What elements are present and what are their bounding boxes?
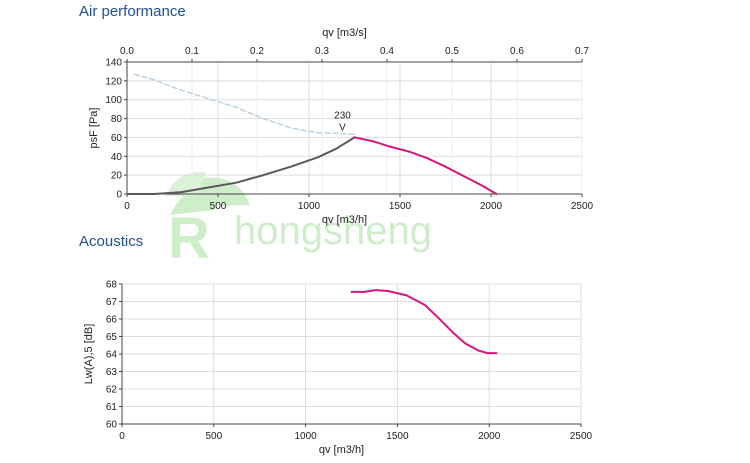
x-tick-label: 2500 [570, 431, 593, 442]
x-tick-label: 500 [205, 431, 222, 442]
y-tick-label: 68 [106, 280, 118, 291]
y-tick-label: 67 [106, 297, 118, 308]
x-tick-label: 1000 [298, 201, 321, 212]
y-tick-label: 120 [105, 76, 122, 87]
watermark-logo: R hongsheng [166, 171, 432, 271]
y-tick-label: 65 [106, 332, 118, 343]
y-tick-label: 60 [111, 133, 123, 144]
x2-tick-label: 0.0 [120, 46, 134, 57]
series-line [350, 289, 498, 355]
y-axis-title: psF [Pa] [88, 108, 100, 149]
y-tick-label: 62 [106, 385, 118, 396]
y-tick-label: 60 [106, 420, 118, 431]
y-tick-label: 0 [116, 190, 122, 201]
x-tick-label: 1500 [389, 201, 412, 212]
y-tick-label: 80 [111, 114, 123, 125]
chart-air-performance: 0 500 1000 1500 2000 25000204060801001201400.… [88, 27, 594, 226]
y-tick-label: 66 [106, 315, 118, 326]
chart-acoustics: 0 500 1000 1500 2000 2500 60 61 62 63 64 65 66 67 68 qv… [83, 280, 593, 457]
operating-point-label: 230 [334, 110, 351, 121]
y-tick-label: 140 [105, 58, 122, 69]
x2-tick-label: 0.4 [380, 46, 394, 57]
y-tick-label: 64 [106, 350, 118, 361]
y-tick-label: 40 [111, 152, 123, 163]
air-performance-title: Air performance [79, 3, 186, 20]
x2-tick-label: 0.1 [185, 46, 199, 57]
series-line [133, 73, 358, 136]
y-tick-label: 63 [106, 367, 118, 378]
x-axis-title: qv [m3/h] [319, 444, 364, 456]
y-axis-title: Lw(A),5 [dB] [83, 324, 95, 385]
x2-tick-label: 0.6 [510, 46, 524, 57]
y-tick-label: 100 [105, 95, 122, 106]
x-tick-label: 0 [124, 201, 130, 212]
series-line [353, 136, 498, 195]
x2-tick-label: 0.7 [575, 46, 589, 57]
x-tick-label: 2000 [478, 431, 501, 442]
y-tick-label: 20 [111, 171, 123, 182]
x-tick-label: 2000 [480, 201, 503, 212]
x2-tick-label: 0.2 [250, 46, 264, 57]
series-line [126, 136, 356, 195]
x-tick-label: 2500 [571, 201, 594, 212]
x2-tick-label: 0.3 [315, 46, 329, 57]
x-tick-label: 500 [210, 201, 227, 212]
watermark-r-glyph: R [168, 206, 210, 271]
x2-axis-title: qv [m3/s] [322, 27, 367, 39]
x-axis-title: qv [m3/h] [322, 214, 367, 226]
x-tick-label: 1500 [386, 431, 409, 442]
y-tick-label: 61 [106, 402, 118, 413]
x-tick-label: 1000 [294, 431, 317, 442]
operating-point-marker: V [339, 122, 346, 133]
x-tick-label: 0 [119, 431, 125, 442]
acoustics-title: Acoustics [79, 233, 144, 250]
watermark-fan-icon [166, 171, 250, 215]
watermark-text: hongsheng [234, 209, 432, 253]
x2-tick-label: 0.5 [445, 46, 459, 57]
